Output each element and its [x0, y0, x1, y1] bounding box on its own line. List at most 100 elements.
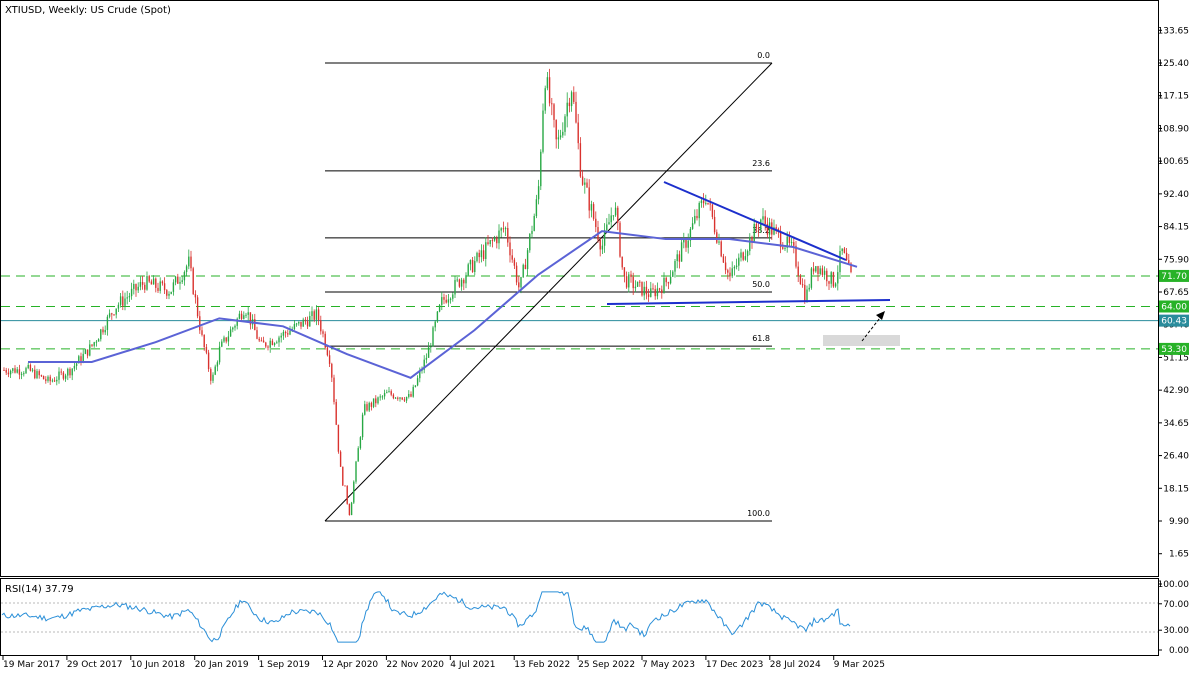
- candle: [262, 336, 265, 343]
- candle: [67, 367, 69, 381]
- candle: [511, 249, 513, 263]
- candle: [124, 292, 126, 311]
- candle: [405, 396, 408, 404]
- candle: [471, 256, 474, 273]
- rsi-panel-frame: [0, 578, 1159, 656]
- candle: [18, 364, 21, 380]
- candle: [416, 375, 419, 387]
- candle: [34, 365, 36, 380]
- candle: [368, 401, 370, 413]
- candle: [199, 310, 201, 334]
- candle: [482, 244, 485, 262]
- candle: [654, 285, 656, 300]
- candle: [702, 193, 705, 208]
- candle: [458, 278, 461, 288]
- fib-label-61.8: 61.8: [752, 334, 770, 343]
- candle: [386, 389, 388, 394]
- candle: [735, 258, 738, 270]
- candle: [383, 389, 386, 400]
- candle: [727, 268, 729, 280]
- candle: [647, 288, 650, 302]
- candle: [504, 226, 507, 237]
- candle: [214, 364, 216, 376]
- time-label: 19 Mar 2017: [3, 660, 60, 670]
- candle: [188, 249, 190, 270]
- time-label: 10 Jun 2018: [131, 660, 185, 670]
- price-tag: 60.43: [1159, 314, 1189, 327]
- candle: [210, 367, 212, 385]
- candle: [729, 267, 731, 282]
- candle: [515, 262, 518, 286]
- candle: [161, 280, 164, 286]
- candle: [64, 373, 67, 382]
- time-label: 22 Nov 2020: [386, 660, 444, 670]
- candle: [562, 122, 564, 138]
- candle: [394, 396, 397, 399]
- candle: [328, 350, 331, 368]
- candle: [7, 368, 10, 378]
- projection-arrow: [861, 313, 884, 342]
- candle: [533, 213, 535, 232]
- candle: [628, 271, 630, 293]
- candle: [553, 103, 555, 128]
- rsi-plot-area: [1, 591, 1158, 643]
- candle: [205, 344, 208, 355]
- candle: [194, 290, 197, 304]
- candle: [577, 113, 579, 150]
- candle: [454, 276, 456, 298]
- candle: [23, 371, 25, 377]
- rsi-line: [1, 591, 851, 643]
- candle: [397, 396, 399, 401]
- candle: [537, 179, 540, 205]
- candle: [526, 247, 529, 277]
- candle: [229, 326, 232, 337]
- candle: [676, 250, 678, 269]
- candle: [793, 236, 795, 254]
- candle: [828, 280, 830, 290]
- candle: [559, 129, 562, 140]
- candle: [177, 273, 179, 284]
- candle: [3, 367, 5, 371]
- candle: [320, 315, 322, 335]
- candle: [104, 325, 106, 335]
- candle: [372, 398, 375, 409]
- candle: [339, 450, 342, 467]
- candle: [731, 261, 733, 279]
- candle: [49, 374, 51, 385]
- candle: [823, 266, 826, 280]
- candle: [443, 293, 445, 305]
- candle: [157, 282, 159, 293]
- candle: [269, 337, 271, 353]
- time-label: 25 Sep 2022: [578, 660, 635, 670]
- candle: [491, 237, 494, 248]
- price-tick-label: 18.15: [1163, 484, 1189, 494]
- rsi-tick-label: 70.00: [1163, 600, 1189, 610]
- candle: [564, 114, 566, 136]
- candle: [427, 342, 430, 358]
- candle: [155, 277, 157, 293]
- price-tags: 71.70 64.00 60.43 53.30: [1159, 269, 1189, 355]
- rsi-tick-label: 100.00: [1158, 580, 1190, 590]
- time-label: 1 Sep 2019: [259, 660, 311, 670]
- candle: [617, 205, 619, 231]
- rsi-axis: 100.00 70.00 30.00 0.00: [1158, 580, 1190, 656]
- candle: [357, 446, 359, 462]
- candle: [216, 360, 219, 372]
- candle: [115, 308, 117, 319]
- candle: [535, 194, 538, 219]
- time-label: 13 Feb 2022: [514, 660, 570, 670]
- candle: [381, 395, 384, 400]
- candle: [355, 460, 357, 484]
- candle: [707, 202, 709, 205]
- candle: [518, 275, 520, 293]
- price-tag-label: 60.43: [1161, 317, 1187, 327]
- candle: [746, 249, 749, 263]
- candle: [463, 278, 465, 291]
- candle: [56, 376, 58, 386]
- price-tag: 64.00: [1159, 300, 1189, 313]
- candle: [106, 314, 109, 336]
- candle: [652, 283, 654, 291]
- candle: [606, 218, 608, 232]
